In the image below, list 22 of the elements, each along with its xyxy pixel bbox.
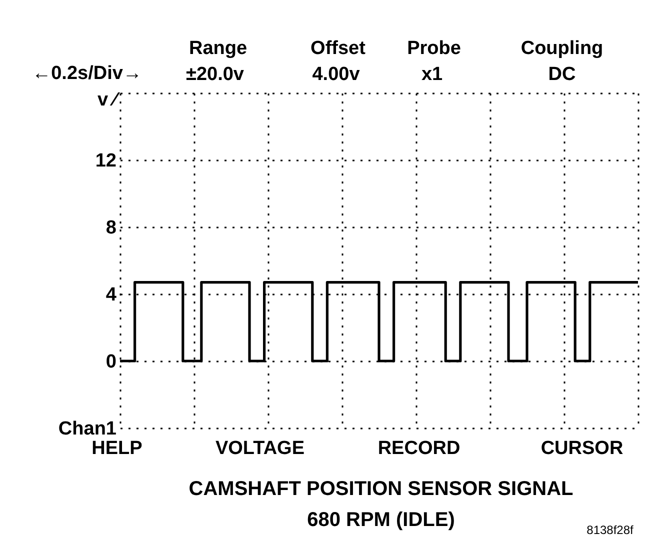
text: Range xyxy=(188,38,248,59)
text: Probe xyxy=(407,38,461,59)
text: VOLTAGE xyxy=(215,438,305,459)
text: ±20.0v xyxy=(186,64,244,85)
text: 8138f28f xyxy=(586,523,634,537)
text: DC xyxy=(548,64,576,85)
text: ←0.2s/Div→ xyxy=(32,63,142,84)
text: x1 xyxy=(421,64,443,85)
text: 4.00v xyxy=(312,64,360,85)
text: Coupling xyxy=(520,38,604,59)
y-tick-label: 4 xyxy=(106,284,117,306)
y-tick-label: 8 xyxy=(106,218,116,238)
y-tick-label: 12 xyxy=(95,150,116,172)
y-tick-label: 0 xyxy=(106,352,116,372)
y-tick-label: Chan1 xyxy=(58,418,117,440)
text: CAMSHAFT POSITION SENSOR SIGNAL xyxy=(188,478,574,500)
y-axis-title: v ⁄ xyxy=(97,90,120,110)
text: CURSOR xyxy=(540,438,624,459)
text: RECORD xyxy=(378,438,460,459)
text: 680 RPM (IDLE) xyxy=(307,509,455,531)
text: Offset xyxy=(310,38,366,59)
text: HELP xyxy=(92,438,143,459)
